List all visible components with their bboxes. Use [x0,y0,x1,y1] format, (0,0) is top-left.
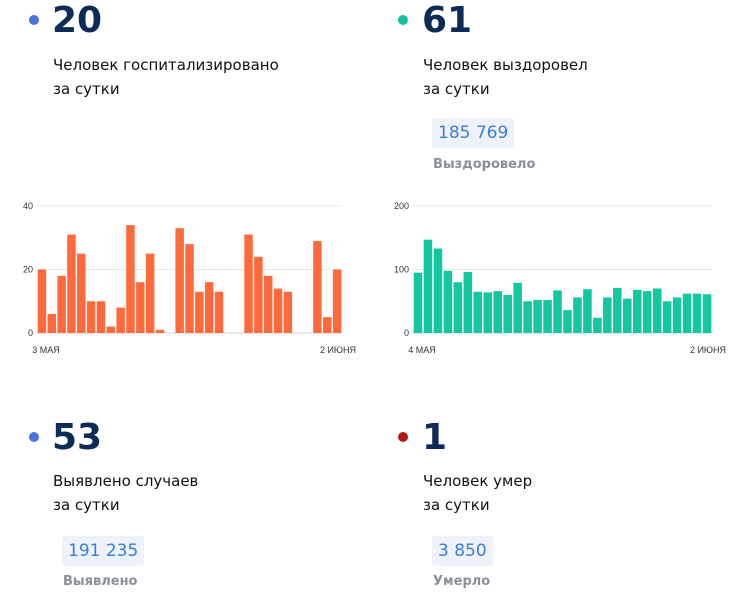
recovered-label-line1: Человек выздоровел [423,56,588,74]
recovered-chart-bar [672,297,682,333]
recovered-chart-x-end-label: 2 ИЮНЯ [690,345,726,355]
recovered-chart-bar [463,272,473,333]
hospitalized-chart-bar [204,282,214,333]
deaths-label-line1: Человек умер [423,472,533,490]
recovered-chart-bar [433,248,443,333]
deaths-total-caption: Умерло [433,574,491,589]
recovered-chart-bar [523,301,532,333]
hospitalized-chart-bar [273,288,283,333]
hospitalized-chart-bar [37,269,47,333]
recovered-total-caption: Выздоровело [433,157,536,172]
hospitalized-chart-bar [77,253,86,333]
hospitalized-chart-bar [47,313,56,333]
hospitalized-chart-ytick-label: 40 [23,201,33,211]
recovered-chart-bar [513,282,522,333]
recovered-chart-bar [622,298,632,333]
hospitalized-dot [29,15,39,25]
hospitalized-chart-bar [155,329,165,333]
recovered-chart-bar [443,270,453,333]
recovered-chart-bar [553,290,562,333]
deaths-number: 1 [422,417,448,458]
deaths-dot [398,432,408,442]
hospitalized-chart-ytick-label: 20 [23,265,33,275]
recovered-chart-bar [563,310,572,333]
recovered-label-line2: за сутки [423,80,490,98]
cases-number: 53 [52,417,103,458]
recovered-chart-bar [413,272,423,333]
recovered-chart-bar [493,291,503,333]
cases-total: 191 235 [62,536,145,566]
recovered-chart-bar [642,291,652,333]
recovered-total: 185 769 [432,118,515,148]
recovered-chart-bar [652,288,662,333]
hospitalized-chart-bar [323,317,332,333]
recovered-chart-bar [503,294,512,333]
recovered-chart: 0 100 200 4 МАЯ 2 ИЮНЯ [394,201,726,355]
hospitalized-number: 20 [52,0,103,41]
recovered-number: 61 [422,0,473,41]
hospitalized-chart-bar [313,240,322,333]
hospitalized-chart-bar [86,301,96,333]
recovered-chart-bar [692,293,702,333]
deaths-label-line2: за сутки [423,496,490,514]
recovered-chart-bar [613,287,622,333]
cases-label-line2: за сутки [53,496,120,514]
hospitalized-chart-bar [136,282,145,333]
recovered-chart-bar [662,301,672,333]
hospitalized-chart-bar [283,291,293,333]
recovered-chart-bar [583,289,592,333]
cases-dot [29,432,39,442]
hospitalized-chart-x-end-label: 2 ИЮНЯ [320,345,356,355]
hospitalized-chart-bar [175,228,184,333]
recovered-chart-bar [632,289,642,333]
hospitalized-chart-bar [214,291,224,333]
hospitalized-chart-bar [106,326,116,333]
hospitalized-chart-bar [96,301,106,333]
hospitalized-chart-bar [116,307,125,333]
recovered-chart-ytick-label: 100 [394,265,409,275]
recovered-chart-bar [473,291,483,333]
hospitalized-chart-x-start-label: 3 МАЯ [32,345,60,355]
recovered-chart-bar [593,317,602,333]
recovered-chart-bar [483,292,493,333]
recovered-chart-x-start-label: 4 МАЯ [408,345,436,355]
recovered-chart-bar [603,297,612,333]
hospitalized-chart-bar [195,291,204,333]
hospitalized-chart-bar [185,244,194,333]
hospitalized-chart-bar [254,256,263,333]
hospitalized-chart-bar [244,234,253,333]
deaths-total: 3 850 [432,536,493,566]
recovered-dot [398,15,408,25]
recovered-chart-bar [682,293,692,333]
cases-label-line1: Выявлено случаев [53,472,199,490]
hospitalized-chart-bar [57,275,66,333]
hospitalized-chart-bar [145,253,155,333]
hospitalized-chart-bar [263,275,273,333]
recovered-chart-bar [423,239,433,333]
recovered-chart-ytick-label: 200 [394,201,409,211]
recovered-chart-bar [543,299,552,333]
recovered-chart-bar [702,294,712,333]
cases-total-caption: Выявлено [63,574,138,589]
recovered-chart-bar [533,299,542,333]
recovered-chart-bar [573,297,582,333]
hospitalized-chart-ytick-label: 0 [28,328,33,338]
recovered-chart-bar [453,282,463,333]
recovered-chart-ytick-label: 0 [404,328,409,338]
hospitalized-chart-bar [67,234,76,333]
hospitalized-label-line2: за сутки [53,80,120,98]
hospitalized-label-line1: Человек госпитализировано [53,56,279,74]
hospitalized-chart-bar [332,269,342,333]
hospitalized-chart-bar [126,225,135,333]
hospitalized-chart: 0 20 40 3 МАЯ 2 ИЮНЯ [23,201,356,355]
